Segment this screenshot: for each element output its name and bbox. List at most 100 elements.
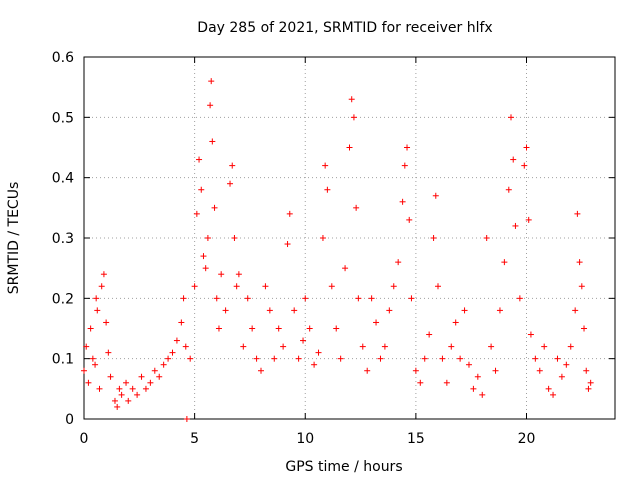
- data-point: [306, 325, 313, 332]
- data-point: [525, 216, 532, 223]
- x-tick-label: 0: [80, 431, 89, 447]
- y-tick-label: 0: [65, 412, 74, 428]
- data-point: [183, 416, 190, 422]
- data-point: [207, 102, 214, 109]
- data-point: [111, 397, 118, 404]
- data-point: [196, 156, 203, 163]
- x-tick-label: 5: [190, 431, 199, 447]
- data-point: [461, 307, 468, 314]
- data-point: [258, 367, 264, 374]
- data-point: [280, 343, 287, 350]
- data-point: [527, 331, 534, 338]
- data-point: [187, 355, 194, 362]
- data-point: [138, 373, 145, 380]
- data-point: [100, 271, 107, 278]
- data-point: [401, 162, 408, 169]
- data-point: [198, 186, 205, 193]
- data-point: [430, 235, 437, 241]
- data-point: [173, 337, 180, 344]
- data-point: [417, 379, 424, 386]
- data-point: [563, 361, 570, 368]
- data-point: [93, 295, 100, 302]
- data-point: [284, 241, 291, 248]
- data-point: [516, 295, 523, 302]
- data-point: [142, 385, 149, 392]
- data-point: [213, 295, 220, 302]
- data-point: [355, 295, 362, 302]
- data-point: [328, 283, 335, 290]
- data-point: [116, 385, 123, 392]
- x-tick-label: 15: [407, 431, 425, 447]
- data-point: [125, 397, 132, 404]
- data-point: [218, 271, 225, 278]
- data-point: [443, 379, 450, 386]
- data-point: [211, 204, 218, 211]
- data-point: [94, 307, 101, 314]
- data-point: [191, 283, 198, 290]
- data-point: [399, 198, 406, 205]
- y-tick-label: 0.1: [52, 352, 74, 368]
- data-point: [103, 319, 110, 326]
- data-point: [337, 355, 344, 362]
- data-point: [253, 355, 260, 362]
- data-point: [81, 367, 87, 374]
- data-point: [147, 379, 154, 386]
- data-point: [404, 144, 411, 151]
- data-point: [89, 355, 96, 362]
- data-point: [408, 295, 415, 302]
- data-point: [576, 259, 583, 266]
- data-point: [178, 319, 185, 326]
- data-point: [353, 204, 360, 211]
- data-point: [342, 265, 349, 272]
- data-point: [532, 355, 539, 362]
- grid-lines: [84, 57, 615, 419]
- data-point: [262, 283, 269, 290]
- data-point: [302, 295, 309, 302]
- data-point: [295, 355, 302, 362]
- data-point: [364, 367, 371, 374]
- data-point: [215, 325, 222, 332]
- data-point: [96, 385, 103, 392]
- data-point: [501, 259, 508, 266]
- data-point: [587, 379, 594, 386]
- data-point: [200, 253, 207, 260]
- data-point: [231, 235, 238, 241]
- y-axis-label: SRMTID / TECUs: [6, 182, 22, 295]
- data-point: [412, 367, 419, 374]
- data-point: [583, 367, 590, 374]
- data-point: [426, 331, 433, 338]
- data-point: [83, 343, 90, 350]
- data-point: [386, 307, 393, 314]
- data-point: [541, 343, 548, 350]
- data-point: [160, 361, 167, 368]
- data-point: [545, 385, 552, 392]
- data-point: [381, 343, 388, 350]
- data-point: [523, 144, 530, 151]
- data-point: [373, 319, 380, 326]
- data-point: [350, 114, 357, 121]
- y-tick-label: 0.2: [52, 291, 74, 307]
- data-point: [315, 349, 322, 356]
- data-point: [324, 186, 331, 193]
- data-point: [85, 379, 92, 386]
- data-point: [348, 96, 355, 103]
- data-point: [182, 343, 189, 350]
- axis-ticks: 0 0.1 0.2 0.3 0.4 0.5 0.6 0 5 10 15 20: [52, 50, 615, 447]
- data-point: [229, 162, 236, 169]
- data-point: [208, 78, 215, 85]
- x-tick-label: 10: [296, 431, 314, 447]
- data-point: [249, 325, 256, 332]
- data-point: [421, 355, 428, 362]
- data-point: [322, 162, 329, 169]
- data-point: [291, 307, 298, 314]
- data-point: [105, 349, 112, 356]
- data-point: [554, 355, 561, 362]
- data-point: [286, 210, 293, 217]
- chart-title: Day 285 of 2021, SRMTID for receiver hlf…: [197, 20, 492, 36]
- data-point: [390, 283, 397, 290]
- data-point: [333, 325, 340, 332]
- data-point: [311, 361, 318, 368]
- data-point: [452, 319, 459, 326]
- data-point: [346, 144, 353, 151]
